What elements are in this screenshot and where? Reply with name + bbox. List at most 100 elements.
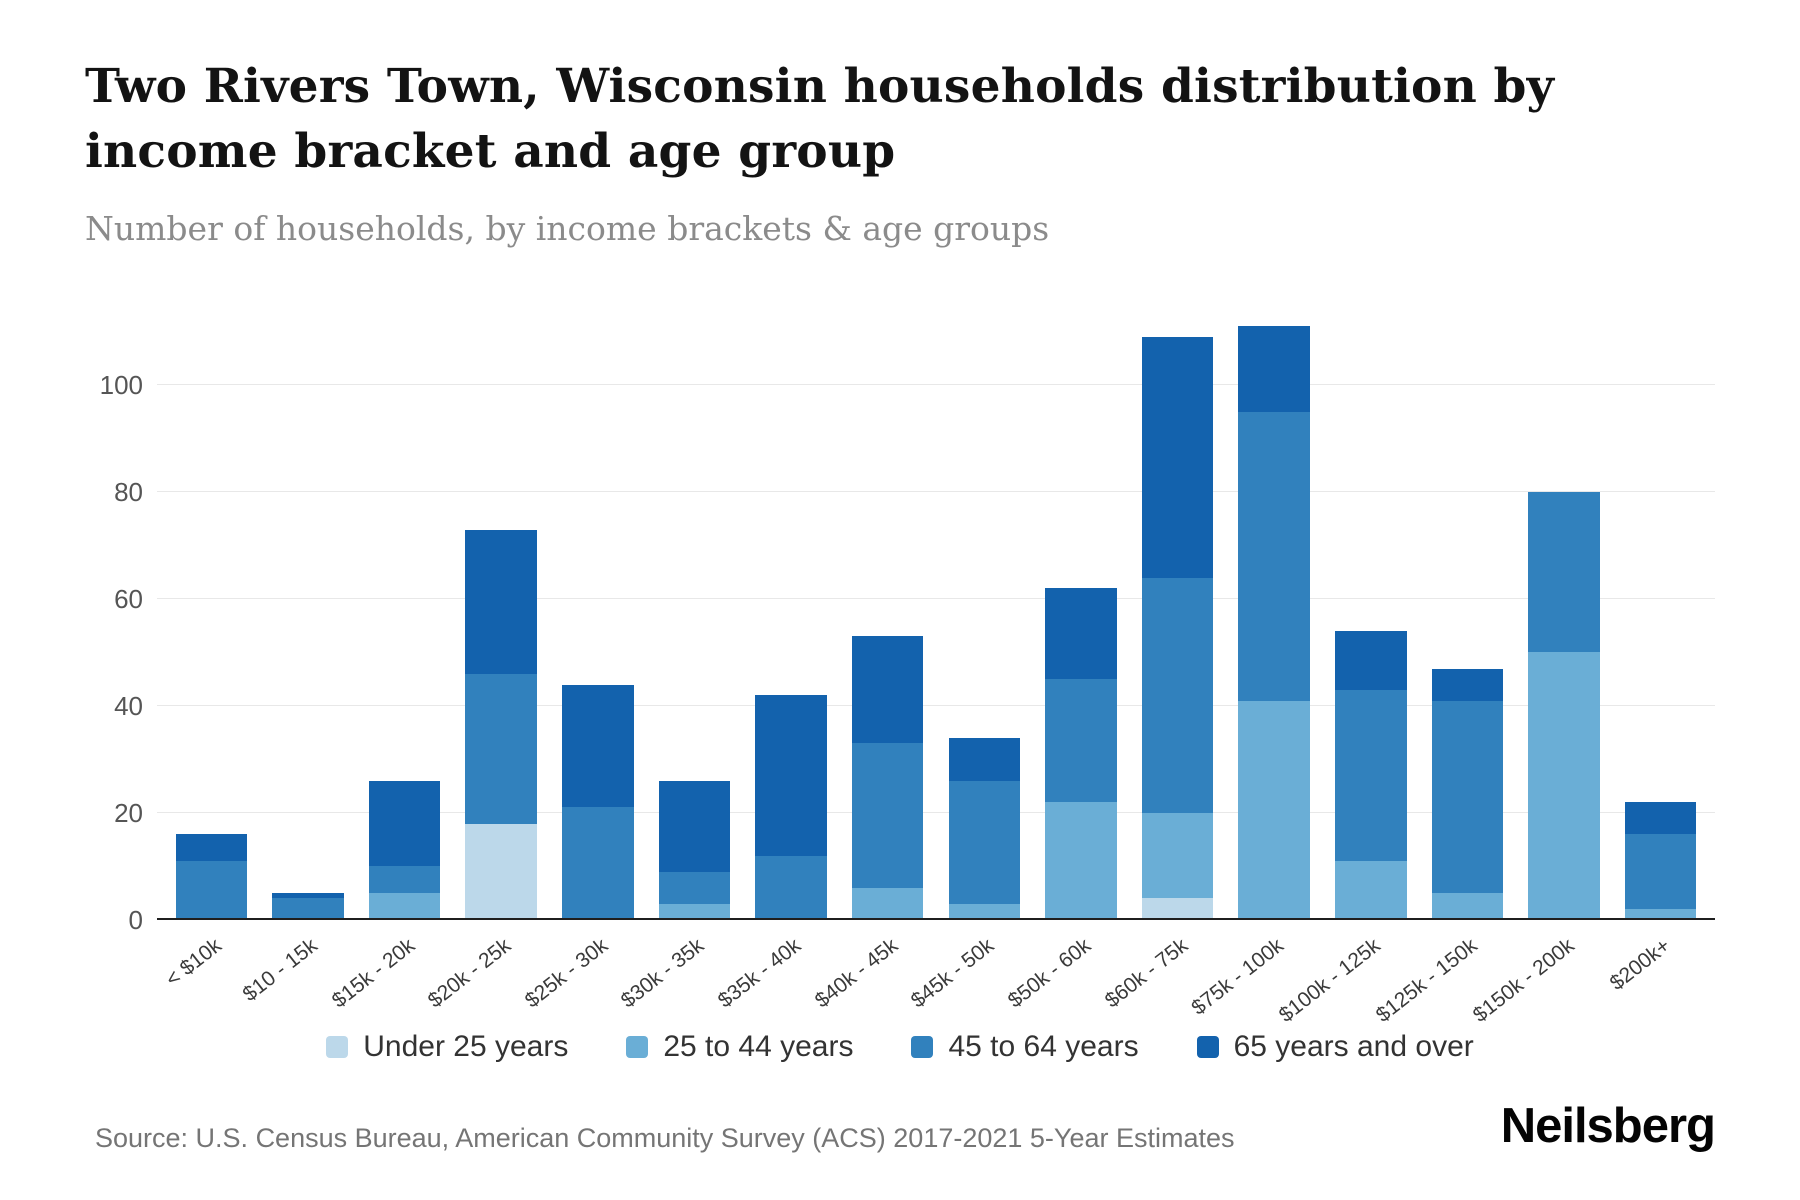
bar-segment (755, 695, 827, 856)
x-axis-tick: $150k - 200k (1468, 920, 1613, 1027)
bar-segment (1624, 802, 1697, 835)
bar-segment (1528, 492, 1600, 653)
bar-segment (755, 855, 827, 920)
bar-segment (272, 893, 344, 899)
bars-container (157, 300, 1715, 920)
bar-segment (1141, 812, 1214, 899)
stacked-bar (1624, 802, 1697, 920)
bar-group (1226, 300, 1323, 920)
stacked-bar (562, 684, 634, 920)
bar-group (163, 300, 260, 920)
bar-segment (1624, 909, 1697, 920)
bar-segment (1045, 588, 1117, 680)
bar-group (260, 300, 357, 920)
bar-segment (658, 780, 731, 872)
stacked-bar (175, 834, 248, 920)
bar-segment (851, 636, 924, 744)
bar-segment (1335, 631, 1407, 690)
bar-group (1516, 300, 1613, 920)
bar-segment (562, 807, 634, 920)
bar-group (743, 300, 840, 920)
bar-segment (465, 673, 537, 824)
legend-item: 65 years and over (1196, 1029, 1474, 1064)
bar-segment (368, 866, 441, 893)
bar-segment (851, 887, 924, 920)
bar-segment (1335, 689, 1407, 861)
bar-group (1033, 300, 1130, 920)
y-axis-tick-label: 80 (114, 477, 143, 508)
bar-segment (1238, 700, 1310, 920)
y-axis-tick-label: 100 (99, 370, 143, 401)
stacked-bar (1141, 337, 1214, 920)
bar-segment (1238, 411, 1310, 701)
bar-segment (465, 823, 537, 920)
stacked-bar (1528, 492, 1600, 920)
bar-group (453, 300, 550, 920)
stacked-bar (1238, 326, 1310, 920)
bar-group (1323, 300, 1420, 920)
x-axis-tick: < $10k (161, 920, 260, 1020)
bar-segment (658, 871, 731, 904)
bar-segment (368, 893, 441, 920)
x-axis-baseline (157, 917, 1715, 920)
bar-segment (851, 743, 924, 888)
stacked-bar (755, 695, 827, 920)
legend: Under 25 years 25 to 44 years 45 to 64 yea… (85, 1030, 1715, 1064)
bar-group (936, 300, 1033, 920)
legend-swatch-icon (911, 1035, 934, 1058)
chart-subtitle: Number of households, by income brackets… (85, 208, 1050, 248)
bar-segment (1624, 834, 1697, 910)
legend-label: Under 25 years (363, 1029, 569, 1063)
bar-segment (1528, 652, 1600, 920)
bar-segment (1335, 860, 1407, 920)
stacked-bar (1045, 588, 1117, 920)
y-axis-tick-label: 20 (114, 797, 143, 828)
gridline (157, 598, 1715, 600)
bar-segment (1141, 898, 1214, 920)
bar-segment (272, 898, 344, 920)
gridline (157, 491, 1715, 493)
chart-title: Two Rivers Town, Wisconsin households di… (85, 59, 1555, 179)
legend-swatch-icon (626, 1035, 649, 1058)
y-axis-tick-label: 40 (114, 690, 143, 721)
bar-segment (562, 684, 634, 808)
bar-segment (1431, 700, 1504, 893)
bar-segment (1431, 668, 1504, 701)
bar-segment (1045, 679, 1117, 803)
x-axis-tick: $200k+ (1606, 920, 1709, 1020)
bar-group (550, 300, 647, 920)
bar-segment (175, 834, 248, 861)
y-axis-tick-label: 60 (114, 584, 143, 615)
legend-swatch-icon (1196, 1035, 1219, 1058)
stacked-bar (851, 636, 924, 920)
neilsberg-logo: Neilsberg (1500, 1098, 1716, 1153)
x-axis-tick-label: < $10k (161, 933, 226, 992)
bar-segment (948, 903, 1021, 920)
bar-segment (948, 780, 1021, 904)
stacked-bar (272, 893, 344, 920)
bar-segment (1141, 337, 1214, 578)
y-axis-tick-label: 0 (128, 904, 143, 935)
legend-label: 45 to 64 years (948, 1029, 1139, 1063)
stacked-bar (948, 738, 1021, 920)
x-axis: < $10k $10 - 15k $15k - 20k $20k - 25k $25k … (157, 920, 1715, 1027)
plot-area (157, 300, 1715, 920)
gridline (157, 704, 1715, 706)
bar-segment (1141, 577, 1214, 813)
source-text: Source: U.S. Census Bureau, American Com… (95, 1122, 1235, 1153)
bar-segment (948, 738, 1021, 781)
legend-item: 25 to 44 years (626, 1030, 853, 1064)
bar-group (839, 300, 936, 920)
bar-group (1419, 300, 1516, 920)
legend-label: 25 to 44 years (663, 1029, 854, 1063)
stacked-bar (658, 780, 731, 920)
legend-label: 65 years and over (1233, 1029, 1474, 1063)
footer: Source: U.S. Census Bureau, American Com… (85, 1098, 1716, 1154)
bar-segment (175, 860, 248, 920)
legend-swatch-icon (326, 1035, 349, 1058)
stacked-bar (1335, 631, 1407, 920)
y-axis: 0 20 40 60 80 100 (85, 300, 157, 934)
x-axis-tick-label: $200k+ (1605, 933, 1675, 995)
bar-segment (1045, 802, 1117, 920)
